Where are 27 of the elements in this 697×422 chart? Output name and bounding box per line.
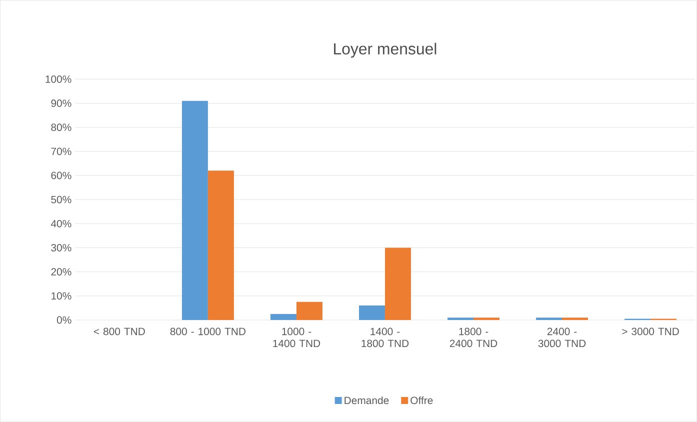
legend-label: Offre bbox=[410, 396, 433, 404]
chart-title: Loyer mensuel bbox=[334, 42, 436, 58]
bar bbox=[359, 305, 385, 320]
y-tick-label: 70% bbox=[51, 148, 72, 156]
legend-label: Demande bbox=[344, 396, 389, 404]
y-tick-label: 20% bbox=[51, 268, 72, 276]
y-tick-label: 50% bbox=[51, 196, 72, 204]
y-tick-label: 40% bbox=[50, 220, 72, 228]
bar bbox=[270, 314, 296, 320]
x-tick-label: 1400 - 1800 TND bbox=[362, 328, 409, 348]
x-tick-label: 800 - 1000 TND bbox=[170, 328, 246, 336]
y-tick-label: 60% bbox=[51, 172, 72, 180]
x-tick-label: 1800 - 2400 TND bbox=[450, 328, 498, 348]
y-tick-label: 90% bbox=[51, 99, 72, 107]
x-tick-label: 1000 - 1400 TND bbox=[273, 328, 320, 348]
bar bbox=[182, 100, 208, 320]
x-tick-label: 2400 - 3000 TND bbox=[538, 328, 586, 348]
bar bbox=[384, 248, 411, 320]
x-tick-label: < 800 TND bbox=[94, 328, 145, 336]
y-tick-label: 0% bbox=[56, 316, 72, 324]
y-tick-label: 10% bbox=[52, 292, 72, 300]
y-tick-label: 80% bbox=[51, 124, 72, 131]
bar bbox=[296, 302, 322, 320]
bar bbox=[208, 170, 234, 320]
x-tick-label: > 3000 TND bbox=[622, 328, 679, 336]
y-tick-label: 30% bbox=[51, 244, 72, 252]
y-tick-label: 100% bbox=[46, 75, 72, 83]
